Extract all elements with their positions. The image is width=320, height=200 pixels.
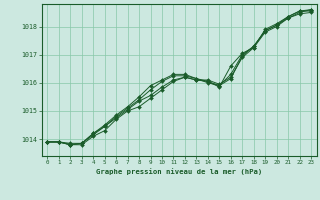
X-axis label: Graphe pression niveau de la mer (hPa): Graphe pression niveau de la mer (hPa) [96, 168, 262, 175]
